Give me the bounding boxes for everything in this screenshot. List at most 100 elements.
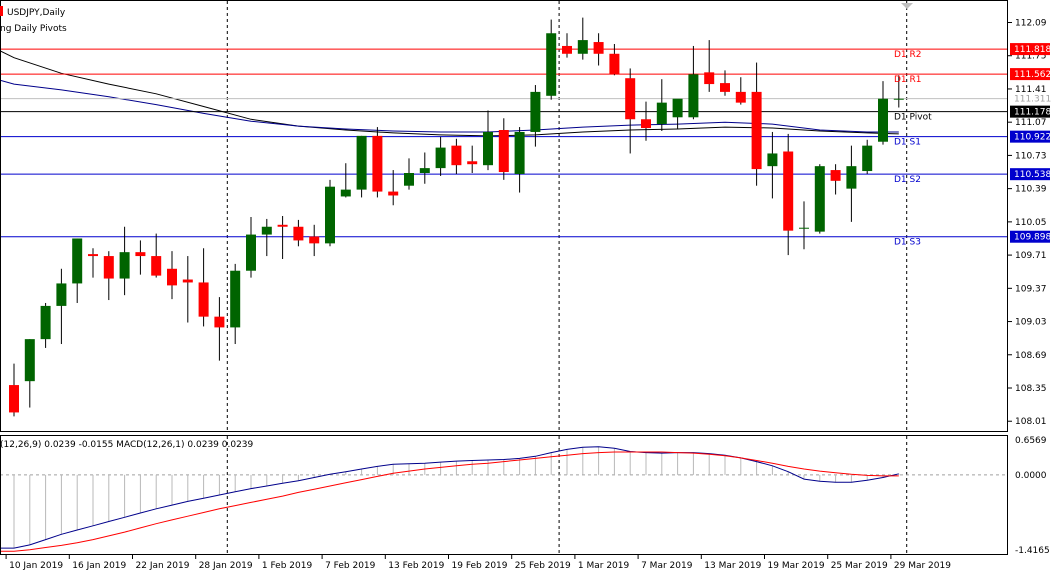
date-label: 7 Feb 2019	[325, 561, 376, 571]
candle-body	[751, 91, 762, 170]
date-label: 19 Mar 2019	[768, 561, 825, 571]
pivot-level-name: D1 Pivot	[894, 113, 932, 123]
candle-body	[277, 224, 288, 227]
pivot-level-price: 111.562	[1014, 70, 1051, 80]
macd-panel-frame	[0, 435, 1008, 555]
candle-body	[388, 191, 399, 196]
date-label: 19 Feb 2019	[452, 561, 508, 571]
candle-body	[293, 226, 304, 241]
pivot-level-price-box	[1010, 68, 1050, 81]
price-tick-label: 108.01	[1015, 417, 1047, 427]
candle-body	[688, 74, 699, 118]
candle-body	[261, 226, 272, 235]
candle-body	[735, 91, 746, 103]
price-tick-label: 111.07	[1015, 118, 1047, 128]
candle-body	[483, 131, 493, 166]
candle-body	[119, 252, 130, 279]
candle-body	[404, 173, 414, 186]
candle-body	[625, 78, 636, 120]
candle-body	[230, 270, 241, 328]
pivot-level-price-box	[1010, 168, 1050, 181]
candle-body	[435, 147, 446, 169]
date-label: 25 Feb 2019	[515, 561, 571, 571]
candle-body	[641, 119, 651, 129]
date-label: 7 Mar 2019	[641, 561, 693, 571]
macd-title: (12,26,9) 0.0239 -0.0155 MACD(12,26,1) 0…	[0, 440, 254, 450]
main-panel-frame	[0, 0, 1008, 432]
macd-tick-label: -1.4165	[1015, 546, 1050, 556]
pivot-level-name: D1 S3	[894, 238, 921, 248]
date-label: 10 Jan 2019	[9, 561, 63, 571]
candle-body	[530, 91, 541, 132]
pivot-level-name: D1 R2	[894, 50, 922, 60]
candle-body	[846, 166, 857, 189]
date-label: 1 Mar 2019	[578, 561, 630, 571]
price-tick-label: 108.69	[1015, 351, 1047, 361]
date-label: 13 Mar 2019	[704, 561, 761, 571]
pivot-level-name: D1 S1	[894, 138, 921, 148]
candle-body	[467, 161, 478, 165]
candle-body	[198, 282, 209, 317]
pivot-level-price: 111.818	[1014, 45, 1051, 55]
current-price-box	[1010, 92, 1050, 105]
candle-body	[830, 170, 841, 181]
candle-body	[609, 53, 620, 75]
candle-body	[656, 102, 667, 125]
candle-body	[704, 72, 715, 85]
candle-body	[514, 131, 525, 174]
date-label: 22 Jan 2019	[136, 561, 190, 571]
price-tick-label: 111.41	[1015, 85, 1047, 95]
candle-body	[9, 385, 19, 413]
date-label: 28 Jan 2019	[199, 561, 253, 571]
candle-body	[24, 339, 35, 382]
candle-body	[72, 238, 83, 284]
candle-body	[88, 254, 98, 257]
macd-tick-label: 0.0000	[1015, 471, 1047, 481]
scroll-marker-icon[interactable]	[901, 3, 913, 9]
candle-body	[103, 256, 114, 279]
candle-body	[356, 135, 367, 190]
price-tick-label: 110.05	[1015, 218, 1047, 228]
candle-body	[135, 252, 146, 257]
candle-body	[767, 153, 778, 167]
candle-body	[419, 168, 430, 173]
price-tick-label: 110.39	[1015, 185, 1047, 195]
candle-body	[799, 227, 809, 229]
candle-body	[814, 166, 825, 232]
candle-body	[577, 40, 588, 54]
candle-body	[309, 236, 320, 244]
candle-body	[372, 135, 383, 192]
price-tick-label: 109.37	[1015, 284, 1047, 294]
candle-body	[498, 130, 509, 173]
symbol-marker	[0, 6, 3, 16]
candle-body	[340, 189, 351, 197]
pivot-level-price: 109.898	[1014, 233, 1051, 243]
macd-tick-label: 0.6569	[1015, 436, 1047, 446]
pivot-level-price-box	[1010, 43, 1050, 56]
price-tick-label: 111.75	[1015, 52, 1047, 62]
pivot-level-name: D1 R1	[894, 75, 922, 85]
indicator-label: ng Daily Pivots	[0, 24, 67, 34]
date-label: 29 Mar 2019	[894, 561, 951, 571]
pivot-level-price-box	[1010, 230, 1050, 243]
date-label: 13 Feb 2019	[388, 561, 444, 571]
candle-body	[151, 256, 162, 276]
price-tick-label: 108.35	[1015, 384, 1047, 394]
candle-body	[214, 316, 225, 328]
candle-body	[56, 283, 67, 306]
price-tick-label: 109.03	[1015, 318, 1047, 328]
candle-body	[593, 42, 604, 54]
candle-body	[40, 305, 51, 340]
pivot-level-price: 110.922	[1014, 133, 1051, 143]
candle-body	[182, 279, 193, 283]
pivot-level-name: D1 S2	[894, 175, 921, 185]
candle-body	[672, 98, 683, 118]
candle-body	[546, 33, 557, 96]
pivot-level-price: 111.178	[1014, 108, 1051, 118]
candle-body	[562, 45, 572, 54]
candle-body	[783, 151, 794, 231]
candle-body	[720, 83, 730, 92]
chart-title: USDJPY,Daily	[7, 8, 66, 18]
macd-series-line	[0, 451, 899, 552]
pivot-level-price-box	[1010, 130, 1050, 143]
